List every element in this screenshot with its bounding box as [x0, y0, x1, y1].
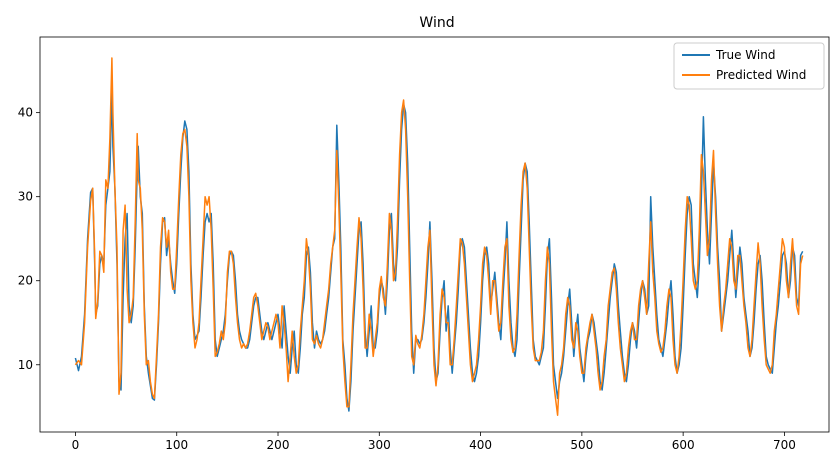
legend-box: [673, 42, 825, 90]
x-tick-label: 200: [267, 438, 290, 452]
x-tick-label: 300: [368, 438, 391, 452]
y-tick-label: 20: [18, 274, 33, 288]
axes-frame: [39, 36, 830, 433]
legend-label-predicted-wind: Predicted Wind: [716, 68, 806, 82]
series-line-true-wind: [74, 86, 804, 412]
y-tick-label: 10: [18, 358, 33, 372]
y-tick-label: 40: [18, 106, 33, 120]
axes: 0 100 200 300 400 500 600 700 10 20 30 40: [18, 36, 830, 452]
y-tick-label: 30: [18, 190, 33, 204]
x-tick-label: 500: [570, 438, 593, 452]
x-tick-label: 400: [469, 438, 492, 452]
plot-area: [74, 57, 804, 416]
chart-title: Wind: [419, 15, 454, 31]
x-tick-label: 100: [165, 438, 188, 452]
legend: True Wind Predicted Wind: [673, 42, 825, 90]
series-line-predicted-wind: [74, 57, 804, 416]
legend-label-true-wind: True Wind: [715, 48, 775, 62]
x-tick-label: 700: [773, 438, 796, 452]
x-tick-label: 0: [72, 438, 80, 452]
x-tick-label: 600: [672, 438, 695, 452]
